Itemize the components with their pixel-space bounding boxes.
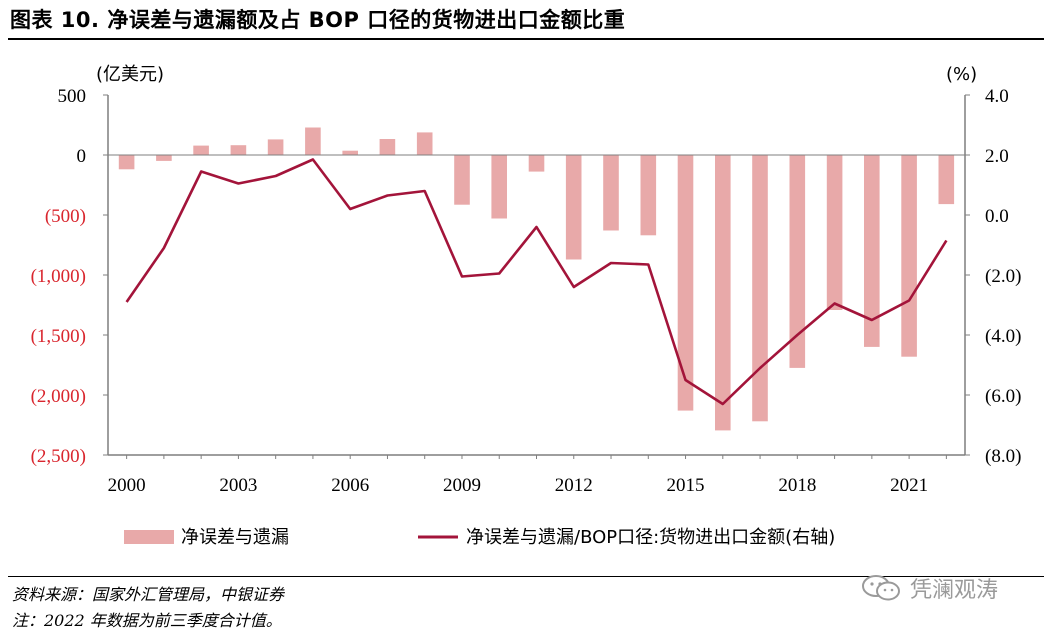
bar-2018 xyxy=(789,155,806,368)
bar-2007 xyxy=(379,139,396,155)
bar-2004 xyxy=(267,139,284,155)
bar-2005 xyxy=(305,127,321,155)
chart: 500 0 (500) (1,000) (1,500) (2,000) (2,500) 4.… xyxy=(31,64,1022,548)
footnote: 注：2022 年数据为前三季度合计值。 xyxy=(12,611,282,630)
left-tick-label: (2,500) xyxy=(31,446,86,467)
x-tick-label: 2009 xyxy=(443,475,481,496)
legend-line-label: 净误差与遗漏/BOP口径:货物进出口金额(右轴) xyxy=(466,527,835,548)
bar-2013 xyxy=(603,155,619,231)
left-axis-title: (亿美元) xyxy=(96,64,164,85)
left-tick-label: 0 xyxy=(77,146,87,167)
ratio-line xyxy=(125,158,948,406)
right-tick-label: 4.0 xyxy=(985,86,1009,107)
bar-2020 xyxy=(864,155,880,347)
x-tick-label: 2018 xyxy=(778,475,816,496)
bar-2014 xyxy=(640,155,657,236)
chart-title: 图表 10. 净误差与遗漏额及占 BOP 口径的货物进出口金额比重 xyxy=(10,8,626,32)
watermark-text: 凭澜观涛 xyxy=(910,578,999,603)
bar-2022 xyxy=(938,155,955,205)
bar-2008 xyxy=(416,132,433,155)
bar-2010 xyxy=(491,155,507,219)
bar-2017 xyxy=(752,155,768,422)
left-tick-label: (1,000) xyxy=(31,266,86,287)
right-tick-label: (8.0) xyxy=(985,446,1021,467)
bar-2012 xyxy=(565,155,582,260)
bar-2002 xyxy=(193,145,209,155)
x-tick-label: 2006 xyxy=(331,475,369,496)
bar-2019 xyxy=(826,155,843,310)
title-divider xyxy=(8,38,1044,40)
legend-bar-swatch xyxy=(124,530,174,544)
left-tick-label: (2,000) xyxy=(31,386,86,407)
x-tick-label: 2000 xyxy=(108,475,146,496)
right-axis-title: (%) xyxy=(946,64,977,85)
x-tick-label: 2012 xyxy=(555,475,593,496)
watermark: 凭澜观涛 xyxy=(860,572,998,604)
left-tick-label: (500) xyxy=(45,206,86,227)
right-tick-label: (4.0) xyxy=(985,326,1021,347)
bar-2001 xyxy=(156,155,172,161)
x-tick-label: 2015 xyxy=(667,475,705,496)
bar-2003 xyxy=(230,145,247,155)
x-tick-label: 2021 xyxy=(890,475,928,496)
bar-2000 xyxy=(118,155,135,170)
right-tick-label: 2.0 xyxy=(985,146,1009,167)
bar-2016 xyxy=(715,155,731,431)
legend-bar-label: 净误差与遗漏 xyxy=(181,527,289,548)
bar-2021 xyxy=(901,155,917,357)
bar-2011 xyxy=(528,155,545,172)
left-tick-label: (1,500) xyxy=(31,326,86,347)
bar-2015 xyxy=(677,155,694,411)
left-tick-label: 500 xyxy=(58,86,87,107)
wechat-icon xyxy=(862,575,900,601)
right-tick-label: 0.0 xyxy=(985,206,1009,227)
x-tick-label: 2003 xyxy=(219,475,257,496)
bar-2009 xyxy=(454,155,470,205)
right-tick-label: (2.0) xyxy=(985,266,1021,287)
source-note: 资料来源：国家外汇管理局，中银证券 xyxy=(12,585,285,604)
bar-2006 xyxy=(342,150,358,155)
right-tick-label: (6.0) xyxy=(985,386,1021,407)
footer-divider xyxy=(8,576,1044,577)
